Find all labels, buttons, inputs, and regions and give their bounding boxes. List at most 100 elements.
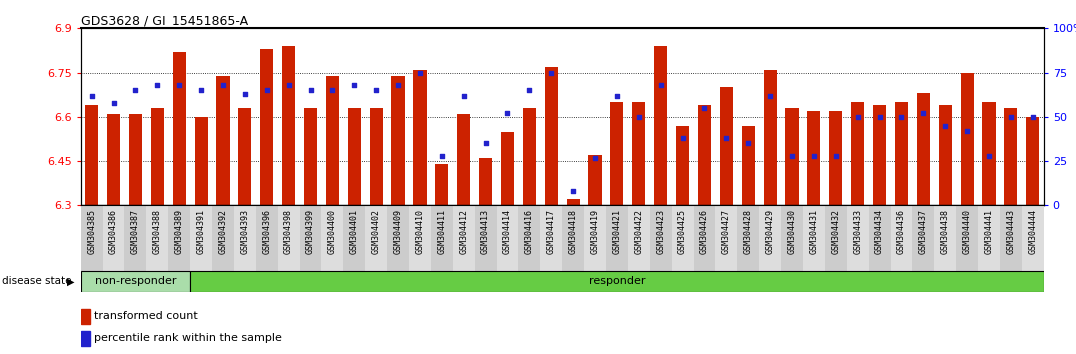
Point	[718, 135, 735, 141]
Bar	[760, 205, 781, 271]
Text: GSM304436: GSM304436	[897, 209, 906, 253]
Point	[411, 70, 428, 75]
Bar	[1022, 205, 1044, 271]
Point	[1024, 114, 1042, 120]
Bar	[830, 111, 843, 205]
Bar	[1004, 108, 1018, 205]
Bar	[737, 205, 760, 271]
Text: GDS3628 / GI_15451865-A: GDS3628 / GI_15451865-A	[81, 14, 247, 27]
Bar	[233, 205, 256, 271]
Bar	[957, 205, 978, 271]
Text: GSM304429: GSM304429	[766, 209, 775, 253]
Text: GSM304411: GSM304411	[437, 209, 447, 253]
Point	[455, 93, 472, 98]
Bar	[256, 205, 278, 271]
Bar	[1000, 205, 1022, 271]
Text: GSM304416: GSM304416	[525, 209, 534, 253]
Point	[565, 188, 582, 194]
Bar	[387, 205, 409, 271]
Text: GSM304393: GSM304393	[240, 209, 250, 253]
Point	[652, 82, 669, 88]
Text: GSM304425: GSM304425	[678, 209, 688, 253]
Bar	[803, 205, 825, 271]
Bar	[540, 205, 562, 271]
Bar	[299, 205, 322, 271]
Bar	[694, 205, 716, 271]
Text: GSM304391: GSM304391	[197, 209, 206, 253]
Bar	[584, 205, 606, 271]
Text: GSM304389: GSM304389	[174, 209, 184, 253]
Bar	[496, 205, 519, 271]
Bar	[868, 205, 891, 271]
Point	[915, 110, 932, 116]
Point	[214, 82, 231, 88]
Text: GSM304385: GSM304385	[87, 209, 96, 253]
Text: GSM304434: GSM304434	[875, 209, 884, 253]
Point	[739, 141, 756, 146]
Bar	[129, 114, 142, 205]
Bar	[698, 105, 711, 205]
Point	[893, 114, 910, 120]
Text: ▶: ▶	[67, 276, 74, 286]
Text: non-responder: non-responder	[95, 276, 176, 286]
Bar	[671, 205, 694, 271]
Point	[368, 87, 385, 93]
Text: GSM304433: GSM304433	[853, 209, 862, 253]
Point	[499, 110, 516, 116]
Text: GSM304422: GSM304422	[635, 209, 643, 253]
Bar	[303, 108, 317, 205]
Text: GSM304392: GSM304392	[218, 209, 227, 253]
Text: GSM304440: GSM304440	[963, 209, 972, 253]
Bar	[282, 46, 295, 205]
Text: GSM304410: GSM304410	[415, 209, 424, 253]
Bar	[457, 114, 470, 205]
Point	[105, 100, 123, 105]
Bar	[567, 199, 580, 205]
Bar	[825, 205, 847, 271]
Bar	[978, 205, 1000, 271]
Text: GSM304419: GSM304419	[591, 209, 599, 253]
Point	[237, 91, 254, 97]
Point	[258, 87, 275, 93]
Text: GSM304430: GSM304430	[788, 209, 796, 253]
Text: GSM304437: GSM304437	[919, 209, 928, 253]
Point	[1002, 114, 1019, 120]
Point	[280, 82, 297, 88]
Bar	[741, 126, 754, 205]
Bar	[85, 105, 98, 205]
Point	[696, 105, 713, 111]
Bar	[873, 105, 887, 205]
Text: GSM304443: GSM304443	[1006, 209, 1016, 253]
Text: percentile rank within the sample: percentile rank within the sample	[95, 333, 282, 343]
Point	[959, 128, 976, 134]
Bar	[81, 271, 190, 292]
Text: GSM304432: GSM304432	[832, 209, 840, 253]
Point	[849, 114, 866, 120]
Point	[521, 87, 538, 93]
Point	[827, 153, 845, 159]
Bar	[168, 205, 190, 271]
Text: GSM304426: GSM304426	[700, 209, 709, 253]
Point	[171, 82, 188, 88]
Bar	[851, 102, 864, 205]
Bar	[195, 117, 208, 205]
Bar	[146, 205, 168, 271]
Bar	[212, 205, 233, 271]
Bar	[102, 205, 125, 271]
Bar	[519, 205, 540, 271]
Bar	[430, 205, 453, 271]
Text: GSM304396: GSM304396	[263, 209, 271, 253]
Bar	[369, 108, 383, 205]
Bar	[891, 205, 912, 271]
Bar	[716, 205, 737, 271]
Bar	[589, 155, 601, 205]
Bar	[190, 271, 1044, 292]
Text: GSM304386: GSM304386	[109, 209, 118, 253]
Bar	[606, 205, 628, 271]
Point	[434, 153, 451, 159]
Point	[586, 155, 604, 160]
Bar	[475, 205, 496, 271]
Point	[148, 82, 166, 88]
Text: GSM304398: GSM304398	[284, 209, 293, 253]
Bar	[676, 126, 689, 205]
